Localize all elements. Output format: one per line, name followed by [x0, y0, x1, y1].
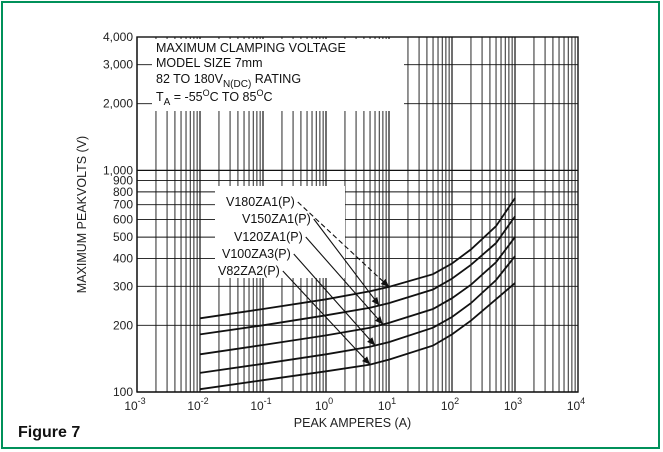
x-tick-label: 10-2 — [187, 396, 208, 413]
series-label: V100ZA3(P) — [222, 247, 291, 261]
x-tick-label: 102 — [441, 396, 459, 413]
y-tick-label: 100 — [113, 385, 133, 399]
x-tick-label: 100 — [315, 396, 333, 413]
series-line — [199, 255, 516, 374]
x-tick-label: 10-1 — [250, 396, 271, 413]
y-tick-label: 3,000 — [103, 58, 133, 72]
series-pointer — [313, 218, 380, 306]
y-tick-label: 400 — [113, 252, 133, 266]
annotation-line-2: MODEL SIZE 7mm — [156, 56, 263, 70]
y-tick-label: 2,000 — [103, 97, 133, 111]
series-line — [199, 197, 516, 320]
series-label: V150ZA1(P) — [242, 212, 311, 226]
series-line — [199, 215, 516, 336]
series-pointer — [282, 270, 371, 365]
y-tick-label: 800 — [113, 185, 133, 199]
y-tick-label: 600 — [113, 213, 133, 227]
annotation-line-3: 82 TO 180VN(DC) RATING — [156, 72, 301, 90]
series-label: V180ZA1(P) — [226, 195, 295, 209]
series-label: V120ZA1(P) — [234, 230, 303, 244]
series-pointer — [297, 201, 390, 288]
series-pointer-arrowhead — [374, 316, 383, 325]
plot-border — [136, 36, 579, 393]
y-tick-label: 1,000 — [103, 163, 133, 177]
x-tick-label: 104 — [567, 396, 585, 413]
y-tick-label: 300 — [113, 279, 133, 293]
x-tick-label: 103 — [504, 396, 522, 413]
annotation-box — [152, 39, 404, 111]
y-axis-label: MAXIMUM PEAKVOLTS (V) — [75, 136, 89, 293]
series-line — [199, 282, 516, 391]
series-pointer-arrowhead — [362, 356, 371, 365]
figure-label: Figure 7 — [18, 424, 81, 441]
series-pointer — [293, 253, 376, 346]
y-tick-label: 900 — [113, 174, 133, 188]
y-tick-label: 200 — [113, 318, 133, 332]
series-pointer — [305, 236, 384, 325]
series-pointer-arrowhead — [371, 296, 380, 306]
y-tick-label: 500 — [113, 230, 133, 244]
series-pointer-arrowhead — [380, 278, 389, 287]
x-tick-label: 10-3 — [124, 396, 145, 413]
x-axis-label: PEAK AMPERES (A) — [294, 416, 411, 430]
x-tick-label: 101 — [378, 396, 396, 413]
series-pointer-arrowhead — [367, 337, 376, 346]
y-tick-label: 700 — [113, 198, 133, 212]
y-tick-label: 4,000 — [103, 30, 133, 44]
annotation-line-1: MAXIMUM CLAMPING VOLTAGE — [156, 41, 346, 55]
annotation-line-4: TA = -55OC TO 85OC — [156, 88, 272, 108]
series-line — [199, 236, 516, 356]
series-label: V82ZA2(P) — [218, 264, 280, 278]
